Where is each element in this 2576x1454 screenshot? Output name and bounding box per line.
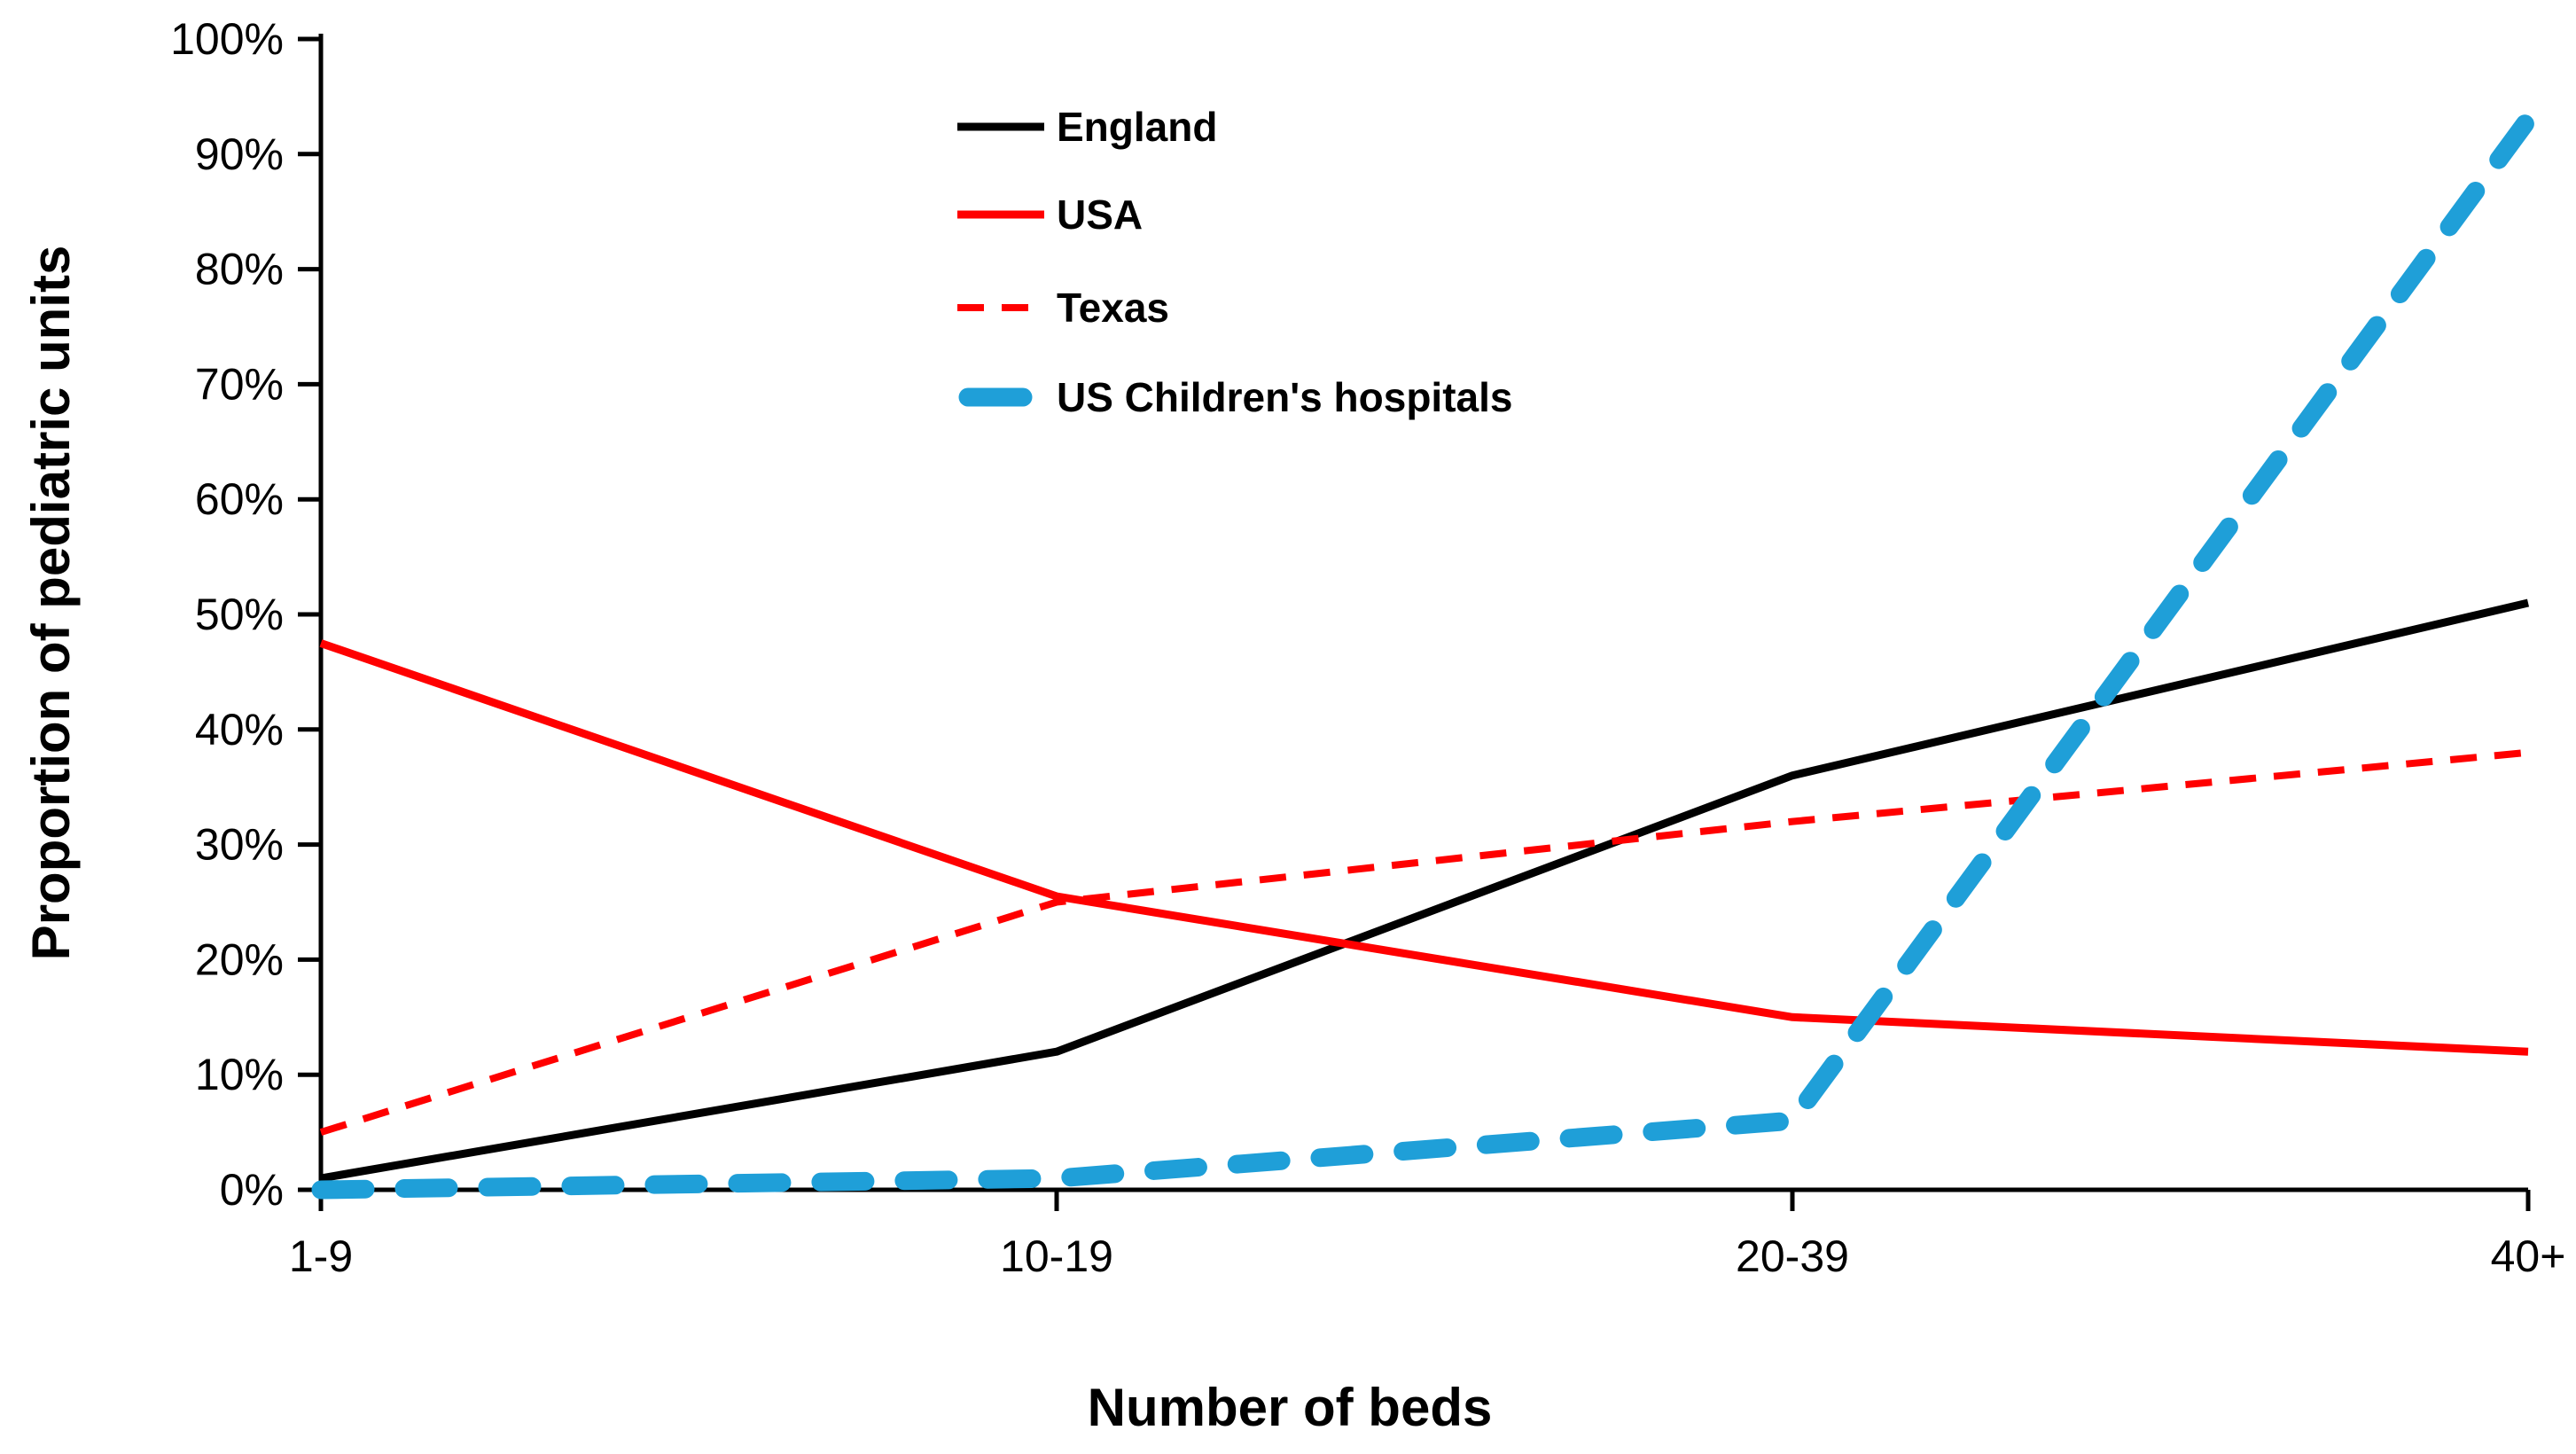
- y-tick-label: 20%: [195, 934, 284, 984]
- y-tick-label: 0%: [220, 1165, 284, 1215]
- y-tick-label: 90%: [195, 129, 284, 179]
- axes-layer: 0% 10% 20% 30% 40% 50% 60% 70% 80% 90% 100% 1-9 10-1…: [170, 14, 2565, 1281]
- y-tick-label: 100%: [170, 14, 284, 64]
- series-line-usa: [319, 639, 2529, 1056]
- legend-label-us-children-s-hospitals: US Children's hospitals: [1057, 374, 1512, 420]
- y-axis-title: Proportion of pediatric units: [21, 246, 81, 961]
- x-tick-label: 20-39: [1736, 1231, 1849, 1281]
- y-tick-label: 30%: [195, 820, 284, 870]
- legend-label-usa: USA: [1057, 192, 1143, 238]
- x-axis-title: Number of beds: [1088, 1378, 1493, 1437]
- x-tick-label: 10-19: [1000, 1231, 1113, 1281]
- y-tick-label: 70%: [195, 359, 284, 409]
- series-layer: [311, 110, 2538, 1200]
- series-line-texas: [319, 748, 2529, 1136]
- x-tick-label: 1-9: [289, 1231, 353, 1281]
- y-tick-label: 10%: [195, 1050, 284, 1099]
- legend-label-texas: Texas: [1057, 285, 1169, 331]
- y-tick-label: 50%: [195, 590, 284, 639]
- series-line-england: [320, 598, 2530, 1183]
- y-tick-label: 60%: [195, 474, 284, 524]
- legend: England USA Texas US Children's hospitals: [957, 104, 1512, 420]
- series-line-us-children-s-hospitals: [311, 110, 2538, 1200]
- y-tick-label: 40%: [195, 705, 284, 754]
- legend-label-england: England: [1057, 104, 1217, 150]
- x-tick-label: 40+: [2491, 1231, 2566, 1281]
- y-tick-label: 80%: [195, 245, 284, 294]
